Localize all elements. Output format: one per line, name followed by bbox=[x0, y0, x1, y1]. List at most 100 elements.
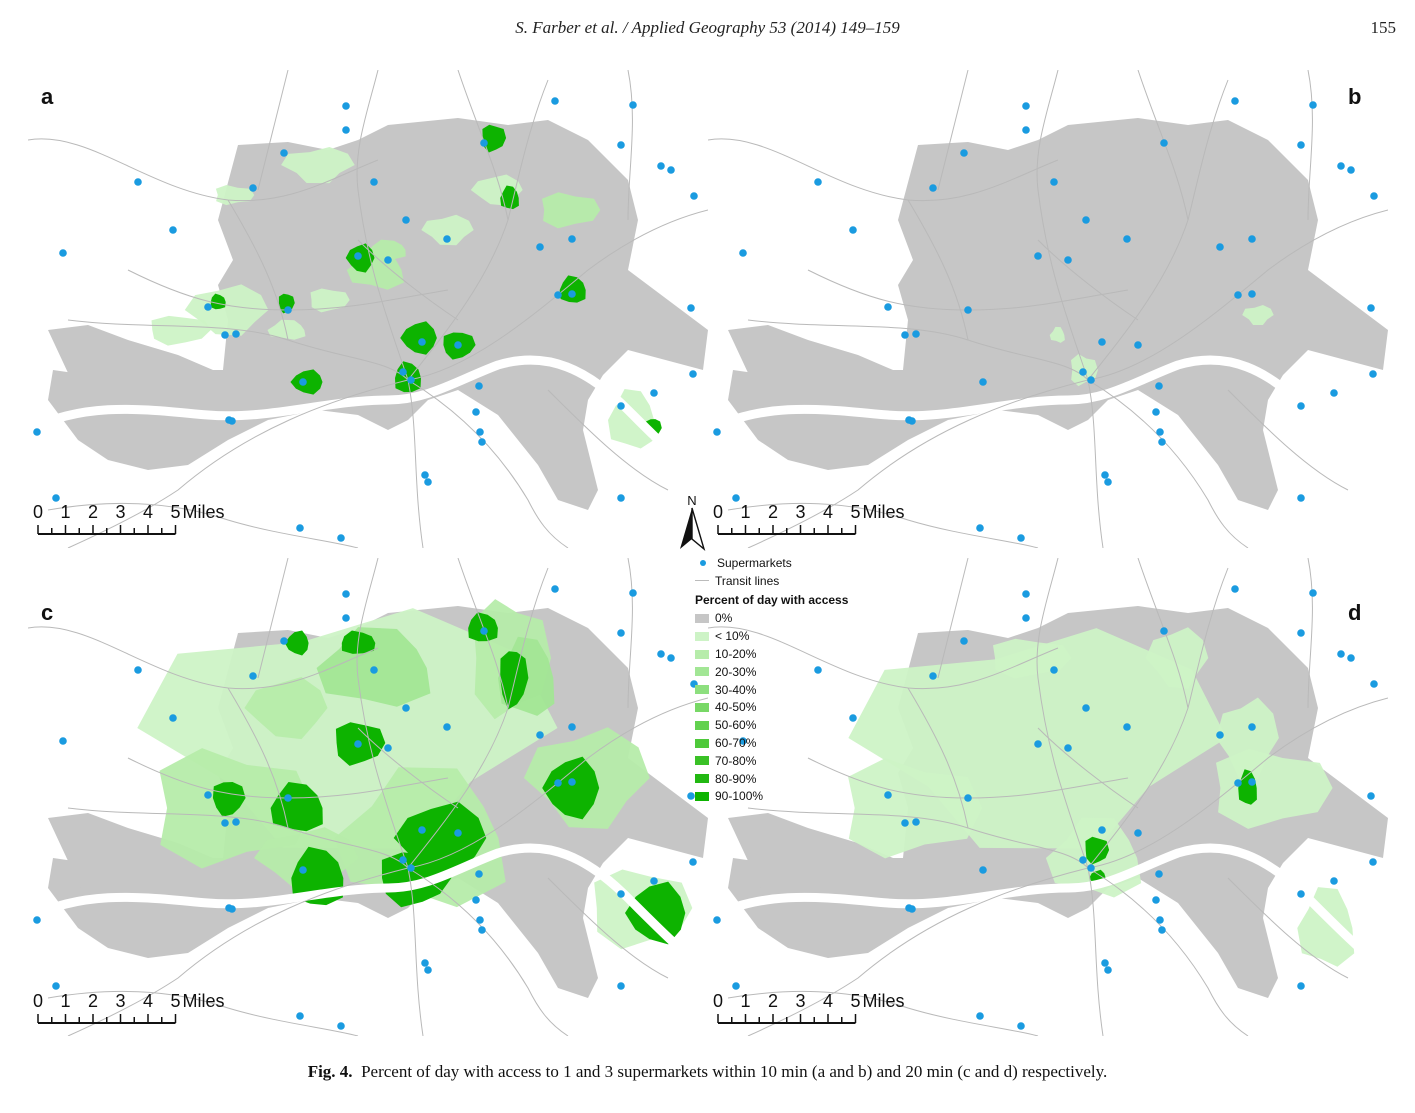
supermarket-marker bbox=[901, 331, 909, 339]
legend-class-label: 70-80% bbox=[715, 753, 757, 768]
transit-line bbox=[257, 70, 289, 191]
supermarket-marker bbox=[480, 139, 488, 147]
supermarket-marker bbox=[551, 97, 559, 105]
supermarket-marker bbox=[713, 428, 721, 436]
legend-swatch bbox=[695, 649, 709, 659]
transit-line bbox=[407, 867, 424, 1036]
zero-access-region bbox=[728, 118, 1388, 510]
legend-class-label: 10-20% bbox=[715, 647, 757, 662]
supermarket-marker bbox=[1160, 627, 1168, 635]
scale-tick-label: 3 bbox=[795, 991, 805, 1011]
supermarket-marker bbox=[454, 341, 462, 349]
transit-line bbox=[1087, 697, 1388, 869]
supermarket-marker bbox=[1079, 856, 1087, 864]
supermarket-marker bbox=[1022, 590, 1030, 598]
supermarket-marker bbox=[1248, 290, 1256, 298]
transit-line bbox=[937, 70, 969, 191]
transit-line bbox=[708, 138, 1059, 202]
supermarket-marker bbox=[1017, 534, 1025, 542]
scale-tick-label: 1 bbox=[60, 502, 70, 522]
supermarket-marker bbox=[454, 829, 462, 837]
transit-line bbox=[47, 502, 359, 548]
supermarket-marker bbox=[228, 905, 236, 913]
supermarket-marker bbox=[1330, 877, 1338, 885]
supermarket-marker bbox=[1369, 370, 1377, 378]
map-panel-b-svg: 0 1 2 3 4 5 Miles bbox=[708, 70, 1388, 548]
transit-line bbox=[67, 379, 409, 548]
supermarket-marker bbox=[1309, 101, 1317, 109]
transit-line bbox=[747, 867, 1089, 1036]
supermarket-marker bbox=[1104, 478, 1112, 486]
supermarket-marker bbox=[1017, 1022, 1025, 1030]
supermarket-marker bbox=[551, 585, 559, 593]
supermarket-marker bbox=[1309, 589, 1317, 597]
supermarket-marker bbox=[299, 378, 307, 386]
supermarket-marker bbox=[617, 402, 625, 410]
supermarket-marker bbox=[399, 856, 407, 864]
access-patch bbox=[1145, 627, 1209, 689]
supermarket-marker bbox=[650, 389, 658, 397]
supermarket-marker bbox=[617, 141, 625, 149]
legend-class: 40-50% bbox=[683, 699, 893, 717]
running-head: S. Farber et al. / Applied Geography 53 … bbox=[515, 18, 900, 37]
scale-tick-label: 1 bbox=[740, 502, 750, 522]
transit-line bbox=[907, 199, 969, 341]
supermarket-marker bbox=[204, 791, 212, 799]
legend-swatch bbox=[695, 756, 709, 766]
supermarket-marker bbox=[536, 731, 544, 739]
supermarket-marker bbox=[337, 1022, 345, 1030]
supermarket-marker bbox=[134, 178, 142, 186]
supermarket-marker bbox=[280, 149, 288, 157]
map-panel-d: 0 1 2 3 4 5 Miles d bbox=[708, 558, 1388, 1036]
high-access-patch bbox=[400, 321, 437, 355]
supermarket-marker bbox=[536, 243, 544, 251]
river bbox=[708, 355, 1388, 485]
access-patch bbox=[281, 147, 355, 184]
supermarket-marker bbox=[1370, 192, 1378, 200]
supermarket-marker bbox=[1034, 740, 1042, 748]
supermarket-marker bbox=[1248, 778, 1256, 786]
legend-class: 30-40% bbox=[683, 681, 893, 699]
scale-bar: 0 1 2 3 4 5 Miles bbox=[713, 991, 905, 1024]
transit-line bbox=[227, 199, 289, 341]
access-patch bbox=[421, 214, 474, 246]
supermarket-marker bbox=[1050, 666, 1058, 674]
north-arrow-label: N bbox=[687, 493, 696, 508]
transit-line bbox=[727, 990, 1039, 1036]
legend-class: 20-30% bbox=[683, 663, 893, 681]
map-panel-c: 0 1 2 3 4 5 Miles c bbox=[28, 558, 708, 1036]
supermarket-marker bbox=[1082, 704, 1090, 712]
legend-swatch bbox=[695, 685, 709, 695]
supermarket-marker bbox=[1297, 494, 1305, 502]
supermarket-marker bbox=[1367, 792, 1375, 800]
supermarket-marker bbox=[384, 256, 392, 264]
supermarket-marker bbox=[1087, 376, 1095, 384]
figure-label: Fig. 4. bbox=[307, 1062, 353, 1081]
legend-swatch bbox=[695, 613, 709, 623]
river bbox=[28, 843, 708, 973]
supermarket-marker bbox=[667, 166, 675, 174]
supermarket-marker bbox=[228, 417, 236, 425]
supermarket-marker bbox=[732, 494, 740, 502]
supermarket-marker bbox=[884, 791, 892, 799]
north-arrow-left-half-icon bbox=[680, 508, 692, 549]
supermarket-marker bbox=[1248, 723, 1256, 731]
supermarket-marker bbox=[1231, 97, 1239, 105]
scale-tick-label: 3 bbox=[115, 991, 125, 1011]
legend-class: 90-100% bbox=[683, 788, 893, 806]
supermarket-marker bbox=[472, 408, 480, 416]
legend-swatch bbox=[695, 738, 709, 748]
map-panel-a: 0 1 2 3 4 5 Miles a bbox=[28, 70, 708, 548]
supermarket-marker bbox=[1134, 341, 1142, 349]
supermarket-marker bbox=[134, 666, 142, 674]
supermarket-marker bbox=[354, 740, 362, 748]
transit-line bbox=[627, 558, 633, 709]
supermarket-marker bbox=[1155, 870, 1163, 878]
supermarket-marker bbox=[402, 216, 410, 224]
scale-tick-label: 5 bbox=[850, 991, 860, 1011]
high-access-patch bbox=[559, 275, 586, 303]
supermarket-marker bbox=[204, 303, 212, 311]
supermarket-marker bbox=[1155, 382, 1163, 390]
supermarket-marker bbox=[687, 304, 695, 312]
transit-line bbox=[547, 389, 669, 491]
